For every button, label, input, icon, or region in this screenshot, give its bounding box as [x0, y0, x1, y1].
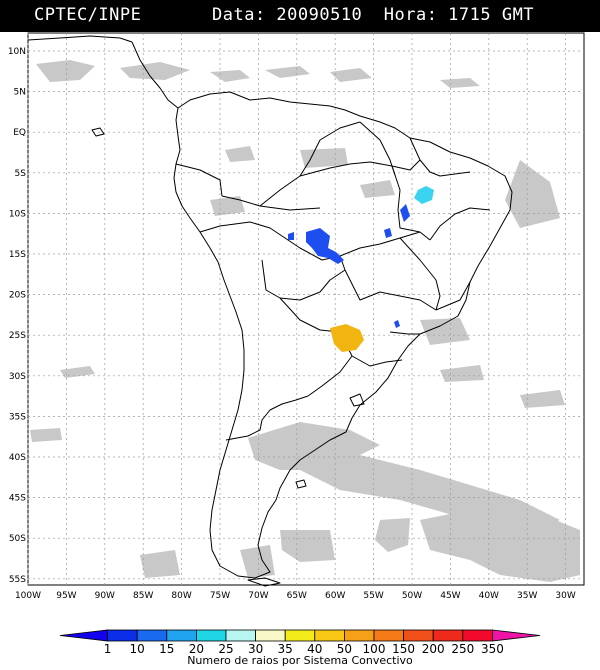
colorbar-label: 40 [307, 642, 322, 656]
lat-label: 15S [9, 250, 26, 260]
south-brazil-cell [394, 320, 400, 328]
colorbar-label: 100 [363, 642, 386, 656]
latitude-labels: 10N 5N EQ 5S 10S 15S 20S 25S 30S 35S 40S 45S 50S 55S [8, 47, 26, 585]
colorbar-swatch [314, 629, 345, 642]
colorbar-swatch [491, 629, 541, 642]
lat-label: 5S [15, 169, 27, 179]
paraguay-cluster [330, 324, 364, 352]
colorbar-label: 350 [481, 642, 504, 656]
lon-label: 95W [56, 591, 76, 601]
colorbar-swatch [166, 629, 197, 642]
lon-label: 35W [517, 591, 537, 601]
central-brazil-cluster-4 [288, 232, 294, 240]
colorbar-swatch [107, 629, 138, 642]
lat-label: 50S [9, 534, 26, 544]
lon-label: 45W [440, 591, 460, 601]
lon-label: 75W [210, 591, 230, 601]
colorbar-label: 1 [104, 642, 112, 656]
colorbar: 1 10 15 20 25 30 35 40 50 100 150 200 250 350 [59, 629, 541, 656]
lon-label: 70W [248, 591, 268, 601]
colorbar-swatch [373, 629, 405, 642]
colorbar-swatch [195, 629, 227, 642]
lat-label: 10N [8, 47, 26, 57]
colorbar-swatch [225, 629, 257, 642]
colorbar-swatch [432, 629, 464, 642]
lat-label: 35S [9, 412, 26, 422]
colorbar-label: 50 [337, 642, 352, 656]
colorbar-swatches [59, 629, 541, 642]
colorbar-labels: 1 10 15 20 25 30 35 40 50 100 150 200 250 350 [104, 642, 504, 656]
colorbar-label: 10 [130, 642, 145, 656]
lat-label: 5N [14, 88, 26, 98]
colorbar-swatch [59, 629, 108, 642]
lat-label: 25S [9, 331, 26, 341]
colorbar-swatch [343, 629, 375, 642]
lon-label: 100W [15, 591, 41, 601]
lat-label: 45S [9, 494, 26, 504]
lat-label: 30S [9, 372, 26, 382]
lat-label: 10S [9, 209, 26, 219]
lon-label: 60W [325, 591, 345, 601]
lon-label: 50W [402, 591, 422, 601]
colorbar-swatch [136, 629, 168, 642]
lat-label: EQ [13, 128, 26, 138]
colorbar-label: 15 [159, 642, 174, 656]
graticule [27, 33, 584, 585]
lat-label: 20S [9, 291, 26, 301]
title-bar: CPTEC/INPE Data: 20090510 Hora: 1715 GMT [0, 0, 600, 32]
central-brazil-cluster-2 [400, 204, 410, 222]
central-brazil-cluster-3 [384, 228, 392, 238]
lon-label: 30W [555, 591, 575, 601]
colorbar-swatch [255, 629, 286, 642]
lon-label: 55W [363, 591, 383, 601]
colorbar-label: 35 [278, 642, 293, 656]
colorbar-label: 20 [189, 642, 204, 656]
colorbar-swatch [284, 629, 316, 642]
northeast-brazil-cluster [414, 186, 434, 204]
lat-label: 40S [9, 453, 26, 463]
lon-label: 65W [287, 591, 307, 601]
cloud-cover [30, 60, 580, 582]
colorbar-swatch [462, 629, 493, 642]
source-label: CPTEC/INPE [34, 5, 142, 25]
central-brazil-cluster [306, 228, 344, 264]
colorbar-label: 150 [392, 642, 415, 656]
colorbar-label: 30 [248, 642, 263, 656]
lat-label: 55S [9, 575, 26, 585]
lightning-map: 10N5NEQ5S10S15S20S25S30S35S40S45S50S55S … [8, 32, 585, 601]
longitude-labels: 100W 95W 90W 85W 80W 75W 70W 65W 60W 55W 50W 45W 40W… [15, 591, 576, 601]
colorbar-caption: Numero de raios por Sistema Convectivo [187, 654, 413, 667]
lon-label: 90W [95, 591, 115, 601]
lon-label: 40W [479, 591, 499, 601]
lon-label: 85W [133, 591, 153, 601]
colorbar-label: 200 [422, 642, 445, 656]
colorbar-swatch [403, 629, 434, 642]
colorbar-label: 25 [218, 642, 233, 656]
lon-label: 80W [171, 591, 191, 601]
datetime-label: Data: 20090510 Hora: 1715 GMT [212, 5, 535, 25]
colorbar-label: 250 [451, 642, 474, 656]
convective-systems [288, 186, 434, 352]
